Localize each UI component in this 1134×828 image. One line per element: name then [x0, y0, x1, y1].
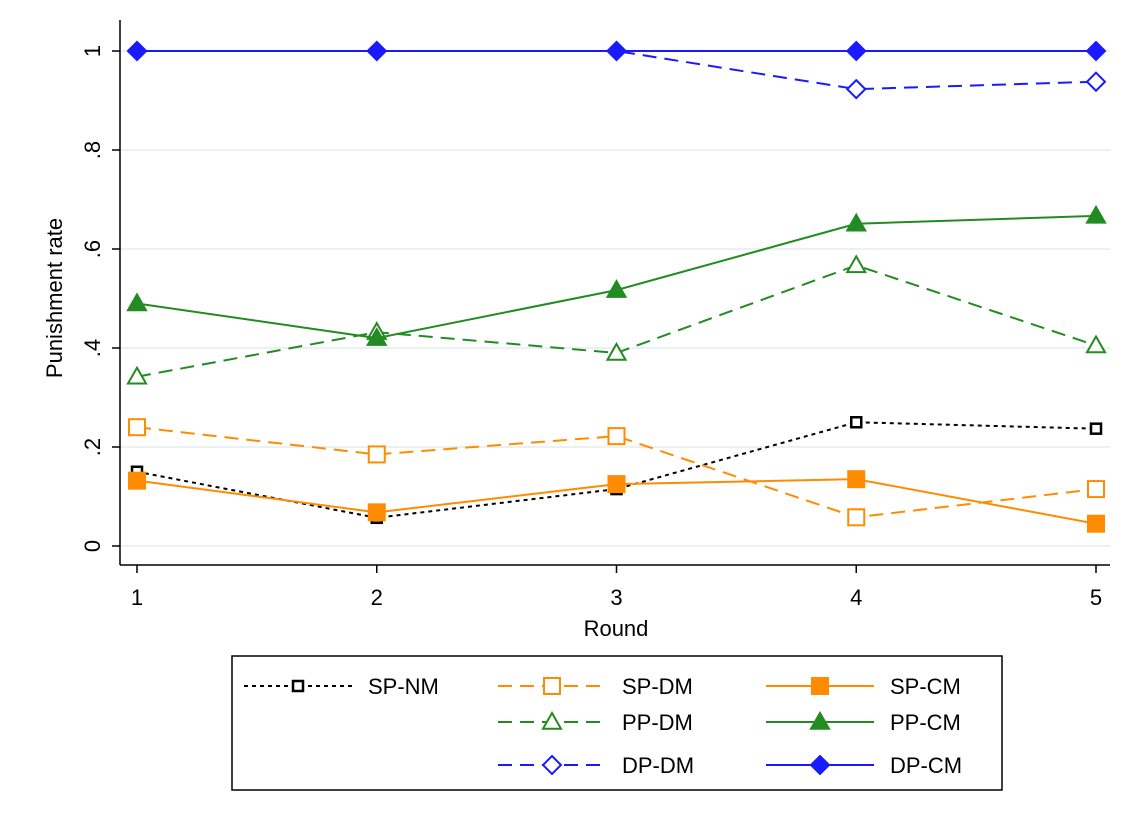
data-point: [1087, 480, 1105, 499]
x-tick-label: 2: [371, 585, 383, 610]
legend-label: SP-NM: [368, 674, 439, 699]
series-pp-cm: [126, 204, 1107, 346]
data-point: [367, 503, 386, 522]
gridlines: [120, 50, 1110, 547]
axes: 0 .2 .4 .6 .8 1 1 2 3 4 5: [80, 20, 1110, 610]
data-point: [126, 292, 148, 312]
legend-label: DP-CM: [890, 753, 962, 778]
data-point: [845, 40, 867, 62]
series-pp-dm: [126, 254, 1107, 385]
data-point: [128, 418, 146, 437]
data-point: [1089, 422, 1103, 435]
y-axis-title: Punishment rate: [42, 218, 67, 378]
data-point: [128, 471, 146, 490]
legend-label: SP-CM: [890, 674, 961, 699]
data-point: [845, 254, 867, 274]
x-tick-label: 3: [610, 585, 622, 610]
data-point: [605, 279, 628, 298]
data-point: [606, 40, 627, 62]
legend-marker: [541, 754, 563, 776]
legend-marker: [543, 677, 561, 695]
data-point: [366, 40, 388, 62]
x-tick-label: 4: [850, 585, 862, 610]
data-point: [126, 40, 148, 62]
data-point: [607, 475, 626, 494]
y-tick-label: .6: [80, 240, 105, 258]
legend-label: PP-CM: [890, 710, 961, 735]
y-tick-label: .2: [80, 438, 105, 456]
legend-marker: [291, 679, 305, 693]
legend-marker: [541, 710, 563, 730]
y-tick-label: 0: [80, 540, 105, 552]
legend: SP-NM SP-DM SP-CM PP-DM PP-CM DP-DM DP-CM: [231, 655, 1003, 791]
data-point: [845, 78, 867, 100]
data-point: [1085, 71, 1107, 93]
legend-label: PP-DM: [622, 710, 693, 735]
legend-marker: [811, 677, 829, 695]
x-tick-label: 1: [131, 585, 143, 610]
legend-marker: [809, 710, 831, 730]
x-tick-label: 5: [1090, 585, 1102, 610]
series-lines: [126, 40, 1107, 533]
data-point: [367, 445, 386, 464]
series-sp-cm: [128, 470, 1105, 533]
legend-marker: [809, 754, 831, 776]
data-point: [847, 470, 866, 489]
data-point: [1085, 40, 1107, 62]
data-point: [607, 427, 626, 446]
data-point: [1085, 334, 1107, 354]
data-point: [126, 365, 148, 385]
series-line: [136, 214, 1097, 340]
y-tick-label: .8: [80, 141, 105, 159]
data-point: [605, 341, 628, 361]
data-point: [1085, 204, 1107, 224]
series-line: [136, 426, 1097, 519]
series-sp-dm: [128, 418, 1105, 527]
legend-label: DP-DM: [622, 753, 694, 778]
x-axis-title: Round: [584, 616, 649, 641]
series-dp-cm: [126, 40, 1107, 62]
y-tick-label: .4: [80, 339, 105, 357]
data-point: [845, 212, 867, 232]
legend-box: [231, 655, 1003, 791]
data-point: [847, 508, 866, 527]
data-point: [366, 327, 388, 346]
data-point: [850, 416, 863, 429]
legend-label: SP-DM: [622, 674, 693, 699]
y-tick-label: 1: [80, 45, 105, 57]
data-point: [1087, 514, 1105, 533]
